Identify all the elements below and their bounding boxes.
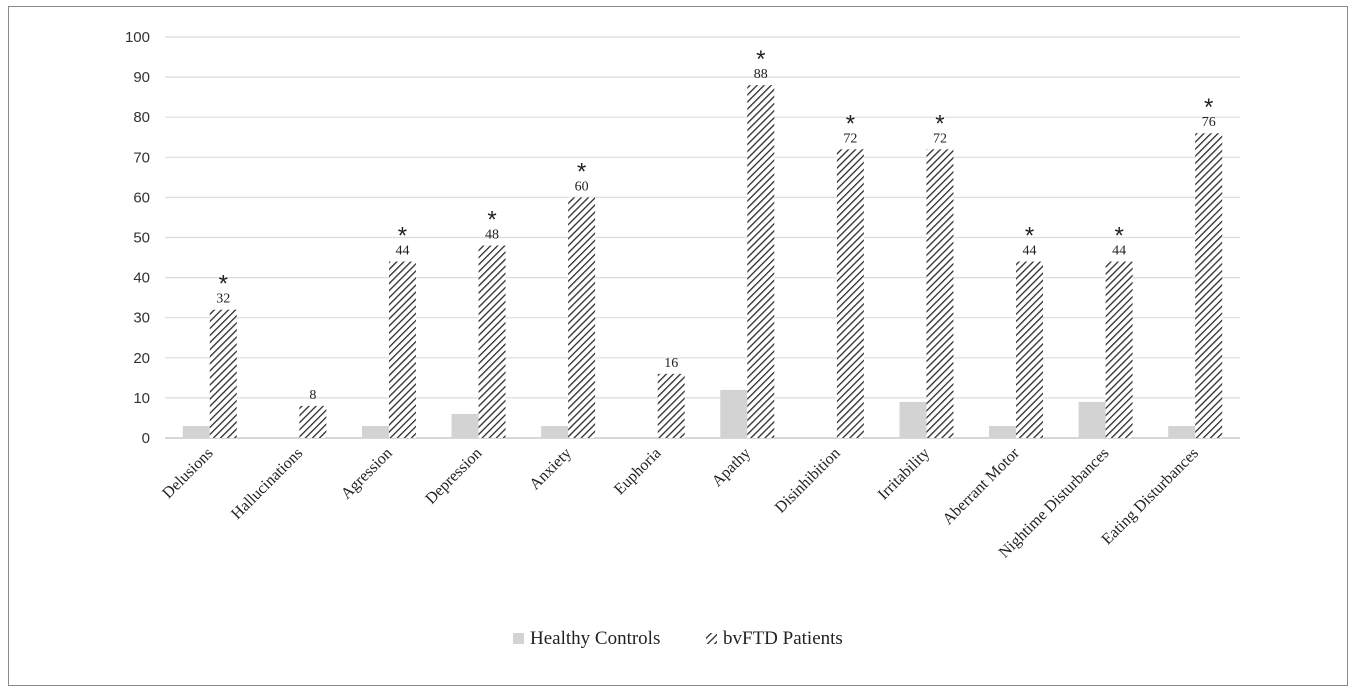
significance-star: *	[935, 110, 944, 137]
data-label: 8	[309, 388, 316, 403]
data-label: 32	[216, 292, 230, 307]
data-label: 72	[843, 131, 857, 146]
bar-healthy-controls	[361, 425, 389, 438]
y-tick-label: 90	[133, 69, 150, 86]
legend: Healthy Controls bvFTD Patients	[513, 628, 843, 649]
x-category-label: Delusions	[159, 445, 216, 502]
bar-healthy-controls	[1168, 425, 1196, 438]
bar-healthy-controls	[541, 425, 569, 438]
y-tick-label: 0	[142, 430, 150, 447]
bar-bvftd-patients	[1195, 133, 1223, 439]
bar-healthy-controls	[182, 425, 210, 438]
y-tick-label: 60	[133, 189, 150, 206]
significance-star: *	[219, 271, 228, 298]
bar-bvftd-patients	[299, 405, 327, 438]
x-category-label: Hallucinations	[228, 445, 306, 523]
bar-healthy-controls	[1078, 401, 1106, 438]
bar-bvftd-patients	[209, 309, 237, 438]
bar-bvftd-patients	[836, 149, 864, 438]
y-tick-label: 40	[133, 270, 150, 287]
bar-healthy-controls	[720, 389, 748, 438]
y-tick-label: 10	[133, 390, 150, 407]
x-category-label: Anxiety	[526, 445, 574, 493]
x-category-label: Euphoria	[611, 445, 664, 498]
data-label: 44	[395, 244, 409, 259]
significance-star: *	[1204, 94, 1213, 121]
legend-swatch-bvftd-patients	[706, 633, 717, 644]
data-label: 44	[1112, 244, 1126, 259]
y-tick-label: 30	[133, 310, 150, 327]
data-label: 88	[754, 67, 768, 82]
bar-bvftd-patients	[657, 373, 685, 438]
data-label: 76	[1202, 115, 1216, 130]
legend-label-healthy-controls: Healthy Controls	[530, 628, 660, 649]
bar-bvftd-patients	[926, 149, 954, 438]
significance-star: *	[846, 110, 855, 137]
y-tick-label: 100	[125, 29, 150, 46]
y-tick-label: 70	[133, 149, 150, 166]
legend-swatch-healthy-controls	[513, 633, 524, 644]
bar-healthy-controls	[899, 401, 927, 438]
bar-bvftd-patients	[1105, 261, 1133, 438]
x-category-label: Irritability	[875, 445, 934, 504]
significance-star: *	[398, 223, 407, 250]
data-label: 72	[933, 131, 947, 146]
significance-star: *	[756, 46, 765, 73]
y-tick-label: 20	[133, 350, 150, 367]
data-label: 44	[1023, 244, 1037, 259]
x-category-label: Apathy	[709, 445, 754, 490]
x-category-label: Agression	[338, 445, 396, 503]
x-category-label: Eating Disturbances	[1099, 445, 1202, 548]
bars	[182, 85, 1223, 439]
bar-bvftd-patients	[1016, 261, 1044, 438]
bar-bvftd-patients	[388, 261, 416, 438]
significance-star: *	[487, 207, 496, 234]
significance-star: *	[1025, 223, 1034, 250]
data-label: 60	[575, 179, 589, 194]
bar-healthy-controls	[989, 425, 1017, 438]
data-label: 48	[485, 228, 499, 243]
y-axis-ticks: 0 10 20 30 40 50 60 70 80 90 100	[125, 29, 150, 447]
bar-bvftd-patients	[478, 245, 506, 438]
x-axis-labels: Delusions Hallucinations Agression Depressi…	[159, 444, 1202, 561]
legend-label-bvftd-patients: bvFTD Patients	[723, 628, 843, 649]
gridlines	[165, 36, 1240, 439]
bar-bvftd-patients	[747, 85, 775, 439]
bar-bvftd-patients	[568, 197, 596, 438]
y-tick-label: 80	[133, 109, 150, 126]
significance-star: *	[577, 158, 586, 185]
bar-healthy-controls	[451, 413, 479, 438]
data-label: 16	[664, 356, 678, 371]
y-tick-label: 50	[133, 230, 150, 247]
x-category-label: Depression	[422, 445, 485, 508]
significance-star: *	[1114, 223, 1123, 250]
x-category-label: Disinhibition	[772, 445, 844, 517]
x-category-label: Aberrant Motor	[940, 444, 1024, 528]
